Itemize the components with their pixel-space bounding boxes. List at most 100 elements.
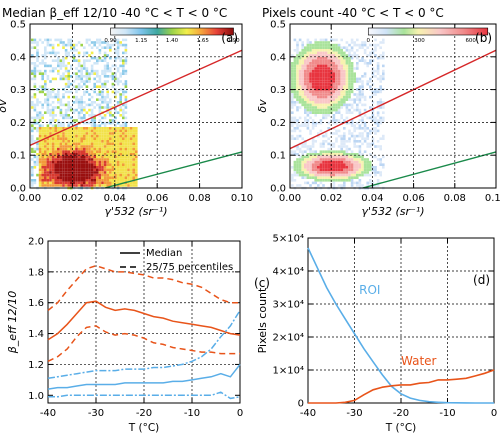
panel-a-cell (111, 140, 115, 143)
panel-a-cell (67, 108, 70, 112)
panel-a-cell (124, 129, 128, 133)
panel-b-cell (348, 173, 351, 177)
panel-a-cell (75, 147, 78, 151)
panel-a-cell (77, 158, 81, 161)
panel-a-cell (116, 82, 120, 86)
panel-b-cell (317, 46, 320, 49)
panel-a-cell (127, 140, 130, 143)
panel-a-cell (101, 90, 104, 94)
panel-a-cell (122, 121, 125, 125)
panel-b-cell (337, 93, 341, 96)
panel-a-cell (124, 160, 128, 164)
panel-b-cell (324, 49, 328, 52)
panel-a-cell (135, 158, 138, 161)
panel-b-cell (327, 43, 330, 47)
panel-b-cell (363, 150, 367, 153)
panel-a-frame (29, 23, 243, 189)
panel-b-cell (348, 121, 351, 125)
panel-b-cell (317, 77, 320, 81)
panel-b-cell (306, 155, 310, 159)
panel-a-cell (46, 93, 50, 96)
panel-a-cell (44, 54, 47, 57)
panel-a-cell (51, 124, 55, 127)
panel-a-cell (85, 85, 89, 88)
panel-a-cell (135, 145, 138, 148)
panel-b-cell (317, 160, 320, 164)
panel-b-cell (374, 173, 377, 177)
panel-a-cell (111, 142, 115, 146)
panel-b-cell (293, 121, 297, 125)
panel-a-cell (62, 134, 65, 138)
panel-b-cell (319, 64, 323, 68)
panel-b-cell (340, 77, 343, 81)
panel-a-cell (64, 49, 68, 52)
panel-a-cell (98, 140, 102, 143)
panel-b-cell (382, 54, 385, 57)
panel-b-cell (317, 184, 320, 187)
panel-b-cell (353, 145, 356, 148)
panel-a-cell (114, 173, 117, 177)
panel-b-cell (304, 108, 307, 112)
panel-a-cell (38, 171, 42, 174)
panel-a-cell (64, 54, 68, 57)
panel-a-cell (93, 176, 96, 179)
panel-b-cell (356, 153, 359, 156)
panel-a-cell (70, 106, 73, 109)
panel-b-cell (376, 158, 380, 161)
panel-a-cell (77, 147, 81, 151)
panel-a-cell (44, 153, 47, 156)
panel-b-cell (345, 59, 349, 62)
panel-a-cell (119, 168, 122, 172)
panel-b-cell (322, 98, 325, 101)
panel-a-cell (46, 124, 50, 127)
panel-a-cell (59, 77, 63, 81)
panel-b-ytick-label: 0.0 (270, 184, 286, 195)
panel-b-cell (361, 95, 364, 99)
panel-b-cell (363, 49, 367, 52)
panel-a-cell (51, 49, 55, 52)
panel-b-cell (291, 54, 294, 57)
panel-a-cell (64, 173, 68, 177)
panel-a-cell (49, 64, 52, 68)
panel-b-cell (335, 56, 338, 60)
panel-a-cell (103, 153, 107, 156)
panel-b-cell (306, 98, 310, 101)
panel-a-cell (93, 158, 96, 161)
panel-a-cell (116, 127, 120, 130)
panel-b-cell (327, 158, 330, 161)
panel-b-cell (309, 69, 312, 73)
panel-a-cell (106, 166, 109, 169)
panel-a-cell (67, 145, 70, 148)
panel-b-cell (343, 67, 346, 70)
panel-a-cell (85, 77, 89, 81)
panel-a-cell (80, 77, 83, 81)
panel-b-cell (330, 166, 333, 169)
panel-b-cell (348, 59, 351, 62)
panel-a-cell (85, 184, 89, 187)
panel-a-cell (101, 153, 104, 156)
panel-b-cell (314, 82, 317, 86)
panel-a-cell (119, 142, 122, 146)
panel-a-cell (122, 160, 125, 164)
panel-a-cell (135, 132, 138, 135)
panel-a-cell (41, 129, 44, 133)
panel-a-cell (49, 150, 52, 153)
panel-b-cell (332, 171, 336, 174)
panel-a-cell (114, 80, 117, 83)
panel-b-cell (322, 142, 325, 146)
panel-b-cell (335, 98, 338, 101)
panel-b-cell (322, 155, 325, 159)
panel-b-cell (363, 137, 367, 140)
panel-b-cell (374, 184, 377, 187)
panel-a-cell (132, 158, 135, 161)
panel-b-cell (345, 77, 349, 81)
panel-b-cell (322, 166, 325, 169)
panel-a-cell (88, 43, 91, 47)
panel-b-cell (348, 132, 351, 135)
panel-a-cell (72, 166, 76, 169)
panel-b-cell (371, 75, 375, 78)
panel-b-cell (350, 106, 354, 109)
panel-a-cell (98, 127, 102, 130)
panel-a-cell (103, 173, 107, 177)
panel-a-cell (98, 145, 102, 148)
